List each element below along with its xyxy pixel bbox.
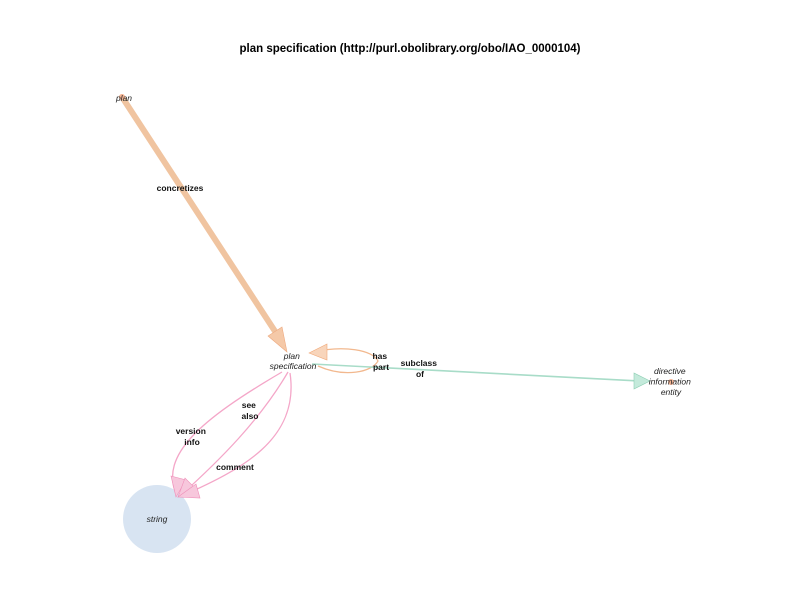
edge-version-info	[170, 371, 283, 498]
edge-label-version-info: version info	[176, 426, 209, 447]
edge-comment	[177, 372, 292, 499]
edge-has-part	[308, 343, 379, 374]
plan-node[interactable]	[119, 94, 125, 100]
edge-label-comment: comment	[216, 462, 254, 472]
edge-label-concretizes: concretizes	[157, 183, 204, 193]
string-node[interactable]	[123, 485, 191, 553]
directive-information-entity-node[interactable]	[668, 379, 674, 385]
node-label-directive-information-entity: directive information entity	[649, 366, 693, 397]
edge-label-see-also: see also	[241, 400, 258, 421]
diagram-title: plan specification (http://purl.obolibra…	[239, 43, 580, 55]
edge-label-has-part: has part	[372, 351, 389, 372]
node-label-plan: plan	[115, 93, 132, 103]
node-label-plan-specification: plan specification	[270, 351, 317, 371]
edge-subclass-of	[311, 363, 651, 390]
node-label-string: string	[147, 514, 168, 524]
edge-label-subclass-of: subclass of	[401, 358, 440, 379]
edge-concretizes	[119, 94, 288, 353]
